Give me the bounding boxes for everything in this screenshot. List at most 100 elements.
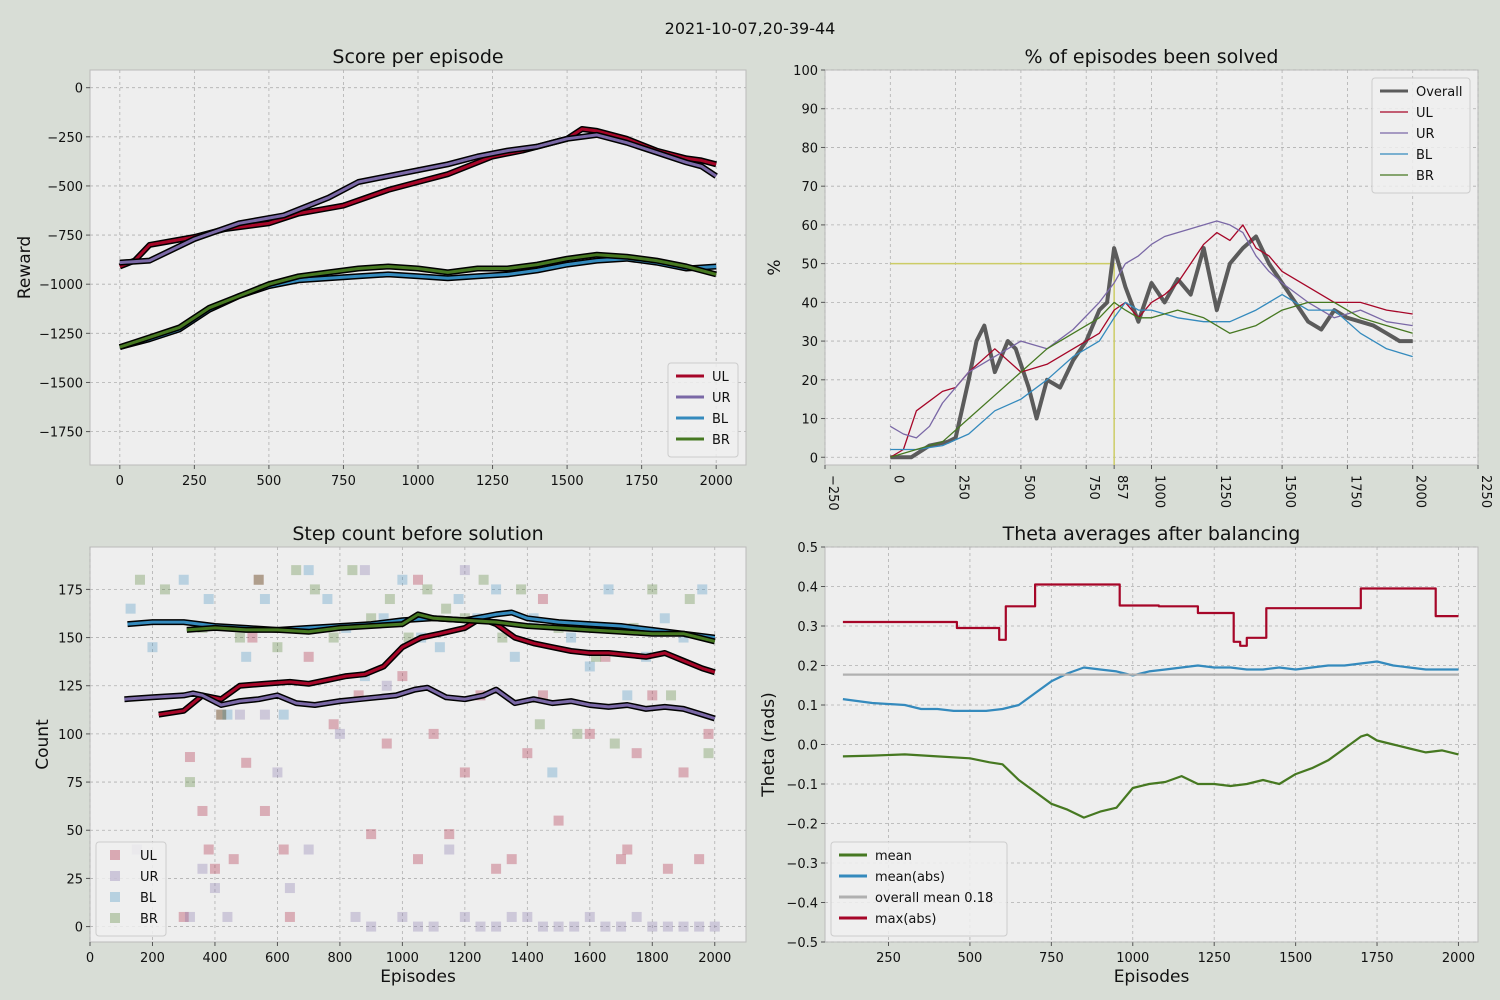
x-axis: 0 250 500 750 1000 1250 1500 1750 2000 (116, 70, 733, 489)
y-tick-label: 0 (75, 82, 83, 97)
chart-title: Theta averages after balancing (1002, 523, 1301, 545)
scatter-point (384, 594, 395, 605)
scatter-series-UR (131, 565, 720, 932)
x-tick-label: 1400 (511, 951, 544, 966)
x-tick-label: 857 (1114, 475, 1129, 500)
y-tick-label: −0.4 (786, 897, 818, 912)
scatter-point (259, 594, 270, 605)
chart-title: Score per episode (332, 46, 503, 68)
y-tick-label: 0.0 (797, 739, 818, 754)
scatter-point (662, 921, 673, 932)
scatter-point (600, 651, 611, 662)
scatter-point (197, 805, 208, 816)
legend-label: UL (712, 370, 730, 385)
scatter-point (228, 854, 239, 865)
y-tick-label: −1750 (39, 426, 83, 441)
y-tick-label: −0.2 (786, 818, 818, 833)
legend-label: BL (140, 891, 157, 906)
plot-content (842, 583, 1459, 819)
y-tick-label: −0.5 (786, 936, 818, 951)
solved-target-guide (890, 262, 1115, 465)
scatter-point (684, 594, 695, 605)
legend-marker (110, 913, 120, 923)
x-tick-label: 1750 (1347, 475, 1362, 508)
plot-content (889, 220, 1413, 465)
scatter-point (600, 921, 611, 932)
scatter-point (666, 690, 677, 701)
scatter-point (622, 844, 633, 855)
scatter-point (584, 728, 595, 739)
scatter-point (184, 752, 195, 763)
x-tick-label: 1750 (1360, 951, 1393, 966)
scatter-point (359, 565, 370, 576)
scatter-point (591, 651, 602, 662)
scatter-point (522, 911, 533, 922)
scatter-point (478, 574, 489, 585)
scatter-point (234, 709, 245, 720)
y-tick-label: 70 (801, 180, 818, 195)
scatter-point (284, 911, 295, 922)
x-tick-label: 1500 (1279, 951, 1312, 966)
scatter-point (241, 757, 252, 768)
series-line-BR (119, 253, 717, 349)
scatter-point (422, 584, 433, 595)
legend-marker (110, 871, 120, 881)
x-axis: 250 500 750 1000 1250 1500 1750 2000 (876, 547, 1475, 966)
x-tick-label: 2000 (700, 474, 733, 489)
plot-area (89, 546, 747, 943)
legend-label: mean(abs) (875, 870, 945, 885)
series-line-mean(abs) (842, 660, 1459, 713)
chart-title: Step count before solution (292, 523, 543, 545)
scatter-point (678, 767, 689, 778)
scatter-point (434, 642, 445, 653)
y-tick-label: 40 (801, 296, 818, 311)
scatter-point (537, 690, 548, 701)
scatter-point (222, 709, 233, 720)
y-tick-label: 75 (66, 776, 83, 791)
scatter-point (537, 594, 548, 605)
legend-box (95, 841, 167, 937)
chart-solved: −250 0 250 500 750 857 1000 1250 1500 1750 2000 225… (765, 46, 1493, 511)
x-tick-label: 800 (327, 951, 352, 966)
series-line-max(abs) (842, 583, 1459, 647)
scatter-point (291, 565, 302, 576)
legend-marker (110, 850, 120, 860)
y-tick-label: 50 (66, 824, 83, 839)
legend-label: BR (140, 912, 158, 927)
x-tick-label: 750 (331, 474, 356, 489)
legend-box (830, 841, 1008, 937)
x-tick-label: 500 (1021, 475, 1036, 500)
series-line-BL (890, 293, 1413, 451)
scatter-point (397, 911, 408, 922)
scatter-point (381, 738, 392, 749)
scatter-point (603, 584, 614, 595)
scatter-point (278, 709, 289, 720)
x-tick-label: 2000 (698, 951, 731, 966)
x-tick-label: 0 (86, 951, 94, 966)
y-tick-label: 0.1 (797, 699, 818, 714)
scatter-point (278, 844, 289, 855)
scatter-point (241, 651, 252, 662)
y-tick-label: 125 (58, 680, 83, 695)
legend-label: BL (1416, 148, 1433, 163)
scatter-point (647, 584, 658, 595)
x-tick-label: 1500 (551, 474, 584, 489)
series-line-UR (119, 133, 718, 265)
scatter-point (553, 921, 564, 932)
scatter-point (547, 767, 558, 778)
y-tick-label: 10 (801, 413, 818, 428)
scatter-point (403, 632, 414, 643)
scatter-point (184, 911, 195, 922)
y-tick-label: 100 (58, 728, 83, 743)
scatter-point (441, 603, 452, 614)
scatter-point (678, 921, 689, 932)
y-axis-label: Theta (rads) (759, 692, 779, 797)
scatter-point (622, 690, 633, 701)
x-tick-label: 2000 (1413, 475, 1428, 508)
scatter-point (509, 651, 520, 662)
scatter-point (647, 690, 658, 701)
x-tick-label: 1250 (1217, 475, 1232, 508)
x-tick-label: 1500 (1282, 475, 1297, 508)
scatter-point (253, 574, 264, 585)
scatter-point (303, 565, 314, 576)
